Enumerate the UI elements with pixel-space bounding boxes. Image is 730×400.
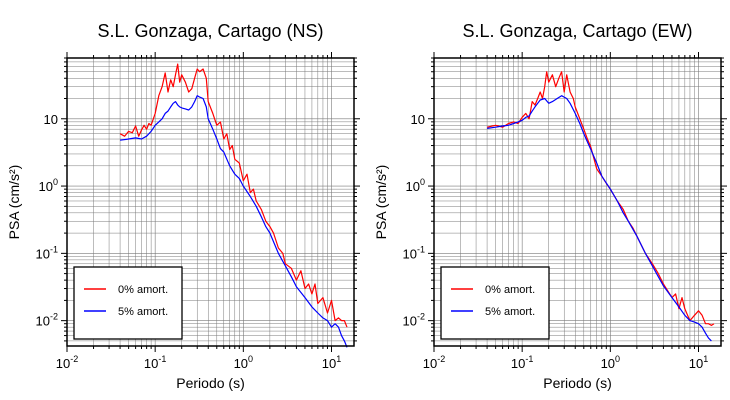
chart-panel-ew: 0% amort. 5% amort. 10-2 10-1 100 10110-210… <box>373 21 727 391</box>
y-tick-label: 10 <box>411 112 425 127</box>
x-tick-label: 100 <box>601 354 620 371</box>
series-lines <box>486 71 715 342</box>
legend: 0% amort. 5% amort. <box>440 266 550 340</box>
y-tick-label: 10-1 <box>403 244 425 261</box>
x-tick-label: 10-1 <box>511 354 533 371</box>
y-axis-label: PSA (cm/s²) <box>6 165 22 240</box>
y-axis-label: PSA (cm/s²) <box>373 165 389 240</box>
x-axis-label: Periodo (s) <box>543 375 611 391</box>
legend-box <box>73 266 183 340</box>
grid-lines <box>67 58 354 346</box>
series-line-0-amort <box>486 71 715 326</box>
y-tick-label: 10-2 <box>36 312 58 329</box>
axis-ticks: 10-2 10-1 100 101 10-2 10-1 100 10 <box>403 52 727 371</box>
legend-box <box>440 266 550 340</box>
y-tick-label: 100 <box>406 177 425 194</box>
x-tick-label: 10-1 <box>144 354 166 371</box>
y-tick-label: 10-1 <box>36 244 58 261</box>
x-tick-label: 10-2 <box>423 354 445 371</box>
legend-label-0-amort: 0% amort. <box>118 284 168 296</box>
chart-title: S.L. Gonzaga, Cartago (NS) <box>97 21 323 41</box>
y-tick-label: 10-2 <box>403 312 425 329</box>
chart-title: S.L. Gonzaga, Cartago (EW) <box>462 21 692 41</box>
y-tick-label: 10 <box>44 112 58 127</box>
plot-frame <box>66 57 355 347</box>
legend-label-5-amort: 5% amort. <box>118 306 168 318</box>
legend: 0% amort. 5% amort. <box>73 266 183 340</box>
x-axis-label: Periodo (s) <box>176 375 244 391</box>
series-lines <box>119 63 348 348</box>
x-tick-label: 101 <box>689 354 708 371</box>
legend-label-5-amort: 5% amort. <box>485 306 535 318</box>
series-line-5-amort <box>487 95 712 342</box>
series-line-0-amort <box>119 63 348 328</box>
x-tick-label: 101 <box>322 354 341 371</box>
legend-label-0-amort: 0% amort. <box>485 284 535 296</box>
y-tick-label: 100 <box>39 177 58 194</box>
x-tick-label: 100 <box>234 354 253 371</box>
chart-panel-ns: 0% amort. 5% amort. 10-2 10-1 100 101 10-2 10… <box>6 21 360 391</box>
series-line-5-amort <box>120 95 348 348</box>
plot-frame <box>433 57 722 347</box>
x-tick-label: 10-2 <box>56 354 78 371</box>
